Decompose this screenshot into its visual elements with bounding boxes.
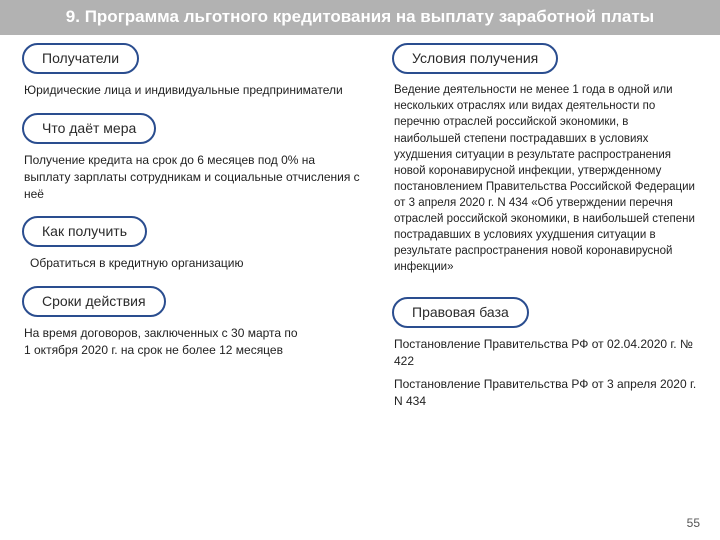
title-text: Программа льготного кредитования на выпл… [85,7,655,26]
legal-p1: Постановление Правительства РФ от 02.04.… [394,336,698,370]
legal-p2: Постановление Правительства РФ от 3 апре… [394,376,698,410]
how-label: Как получить [22,216,147,247]
how-text: Обратиться в кредитную организацию [22,255,362,272]
conditions-block: Условия получения Ведение деятельности н… [392,43,698,275]
content-area: Получатели Юридические лица и индивидуал… [0,35,720,423]
legal-block: Правовая база Постановление Правительств… [392,297,698,409]
measure-label: Что даёт мера [22,113,156,144]
measure-text: Получение кредита на срок до 6 месяцев п… [22,152,362,202]
conditions-label: Условия получения [392,43,558,74]
how-block: Как получить Обратиться в кредитную орга… [22,216,362,272]
page-number: 55 [687,516,700,530]
terms-block: Сроки действия На время договоров, заклю… [22,286,362,359]
terms-text: На время договоров, заключенных с 30 мар… [22,325,302,359]
title-number: 9. [66,7,80,26]
legal-text: Постановление Правительства РФ от 02.04.… [392,336,698,409]
left-column: Получатели Юридические лица и индивидуал… [22,43,362,423]
conditions-text: Ведение деятельности не менее 1 года в о… [392,82,698,275]
recipients-text: Юридические лица и индивидуальные предпр… [22,82,362,99]
terms-label: Сроки действия [22,286,166,317]
recipients-block: Получатели Юридические лица и индивидуал… [22,43,362,99]
recipients-label: Получатели [22,43,139,74]
page-title-band: 9. Программа льготного кредитования на в… [0,0,720,35]
measure-block: Что даёт мера Получение кредита на срок … [22,113,362,202]
right-column: Условия получения Ведение деятельности н… [392,43,698,423]
legal-label: Правовая база [392,297,529,328]
